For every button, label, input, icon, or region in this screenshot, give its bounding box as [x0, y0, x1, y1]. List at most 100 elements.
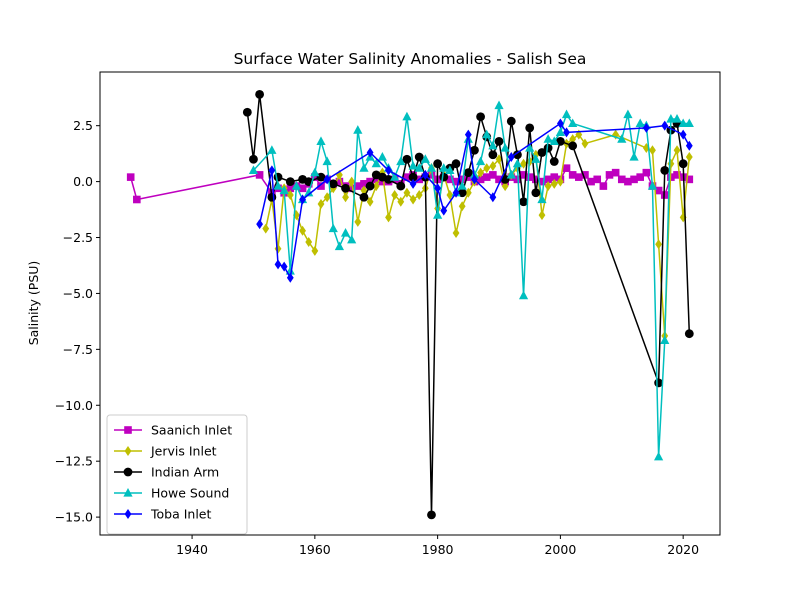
- data-point: [391, 190, 399, 201]
- data-point: [532, 175, 540, 184]
- data-point: [629, 151, 639, 161]
- data-point: [568, 141, 578, 151]
- data-point: [316, 136, 326, 145]
- y-tick-label: −10.0: [55, 398, 93, 413]
- data-point: [581, 138, 589, 149]
- x-tick-label: 1980: [422, 542, 454, 557]
- data-point: [446, 190, 454, 201]
- data-point: [568, 118, 578, 128]
- data-point: [334, 241, 345, 251]
- data-point: [316, 172, 326, 182]
- data-point: [679, 129, 687, 140]
- data-point: [538, 177, 546, 186]
- data-point: [353, 125, 363, 134]
- data-point: [291, 181, 302, 190]
- series-howe-sound: [248, 100, 694, 461]
- data-point: [489, 160, 497, 171]
- data-point: [605, 171, 614, 179]
- plot-area: 1940 1960 1980 2000 2020 2.5 0.0 −2.5 −5.0 −7.5 −1…: [55, 71, 721, 557]
- data-point: [495, 154, 503, 165]
- data-point: [242, 107, 252, 117]
- data-point: [575, 173, 583, 181]
- y-tick-label: −2.5: [63, 230, 93, 245]
- data-point: [267, 192, 277, 202]
- data-point: [255, 171, 264, 179]
- data-point: [285, 177, 295, 186]
- data-point: [359, 192, 369, 202]
- data-point: [636, 173, 644, 181]
- data-point: [255, 89, 265, 99]
- y-tick-label: −7.5: [63, 342, 93, 357]
- data-point: [434, 183, 442, 194]
- data-point: [414, 152, 424, 162]
- data-point: [647, 181, 658, 190]
- data-point: [274, 259, 282, 270]
- data-point: [519, 197, 528, 207]
- data-point: [661, 120, 669, 131]
- data-point: [599, 182, 608, 190]
- data-point: [635, 118, 645, 128]
- data-point: [685, 140, 693, 151]
- data-point: [471, 174, 478, 185]
- data-point: [623, 109, 633, 119]
- data-point: [617, 175, 626, 184]
- data-point: [433, 210, 443, 219]
- data-point: [458, 175, 466, 184]
- data-point: [403, 173, 411, 181]
- data-point: [457, 188, 467, 198]
- series-group: [126, 89, 694, 520]
- data-point: [402, 111, 412, 121]
- data-point: [611, 168, 620, 177]
- data-point: [563, 127, 570, 138]
- data-point: [501, 181, 509, 192]
- data-point: [366, 177, 374, 186]
- data-point: [673, 145, 681, 156]
- data-point: [556, 176, 564, 187]
- data-point: [372, 181, 380, 192]
- legend: Saanich Inlet Jervis Inlet Indian Arm Howe …: [106, 414, 248, 535]
- data-point: [414, 163, 424, 172]
- data-point: [555, 127, 565, 136]
- data-point: [549, 157, 559, 166]
- data-point: [248, 165, 259, 175]
- data-point: [311, 245, 319, 256]
- data-point: [286, 184, 295, 193]
- data-point: [550, 178, 558, 189]
- data-point: [396, 156, 406, 166]
- data-point: [520, 158, 527, 169]
- y-tick-label: −15.0: [55, 510, 93, 525]
- data-point: [299, 225, 306, 236]
- data-point: [544, 175, 552, 184]
- y-tick-label: 0.0: [73, 174, 93, 189]
- data-point: [457, 181, 467, 190]
- data-point: [371, 158, 381, 168]
- y-axis-label: Salinity (PSU): [26, 261, 41, 346]
- data-point: [354, 182, 362, 190]
- data-point: [366, 147, 374, 158]
- data-point: [359, 163, 369, 172]
- legend-label: Toba Inlet: [150, 507, 211, 522]
- data-point: [543, 134, 553, 143]
- data-point: [133, 195, 141, 204]
- data-point: [525, 123, 535, 133]
- data-point: [482, 173, 491, 181]
- data-point: [495, 175, 503, 184]
- data-point: [408, 172, 418, 182]
- data-point: [544, 181, 552, 192]
- data-point: [328, 179, 338, 189]
- data-point: [451, 159, 461, 169]
- series-toba-inlet: [256, 118, 693, 283]
- data-point: [488, 150, 498, 160]
- data-point: [464, 187, 472, 198]
- data-point: [304, 187, 314, 197]
- data-point: [267, 145, 277, 154]
- axes-frame: [99, 71, 721, 536]
- legend-label: Howe Sound: [151, 486, 229, 501]
- data-point: [464, 173, 473, 181]
- data-point: [525, 173, 534, 181]
- data-point: [365, 181, 375, 191]
- data-point: [538, 210, 546, 221]
- data-point: [649, 145, 656, 156]
- data-point: [470, 145, 479, 155]
